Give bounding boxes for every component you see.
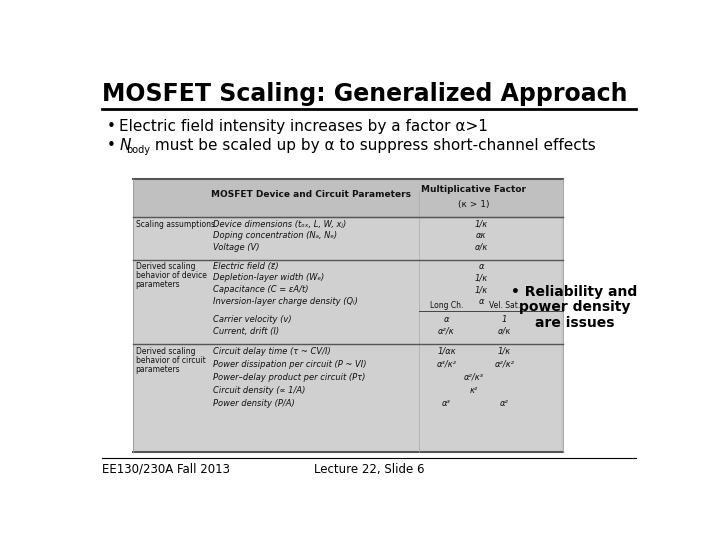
Text: Voltage (V): Voltage (V): [213, 242, 260, 252]
Text: α: α: [479, 296, 484, 306]
Text: 1: 1: [502, 315, 508, 324]
Text: α/κ: α/κ: [474, 242, 488, 252]
Text: parameters: parameters: [136, 365, 180, 374]
Text: 1/κ: 1/κ: [474, 285, 488, 294]
Text: MOSFET Device and Circuit Parameters: MOSFET Device and Circuit Parameters: [211, 190, 411, 199]
Text: Device dimensions (tₒₓ, L, W, xⱼ): Device dimensions (tₒₓ, L, W, xⱼ): [213, 220, 346, 228]
Text: body: body: [127, 145, 150, 156]
Text: •: •: [107, 138, 116, 153]
Text: behavior of device: behavior of device: [136, 271, 207, 280]
Text: α: α: [479, 262, 484, 271]
Text: Long Ch.: Long Ch.: [430, 301, 463, 310]
Text: α²/κ: α²/κ: [438, 327, 455, 335]
Text: α²/κ³: α²/κ³: [464, 373, 484, 382]
Text: Circuit density (∝ 1/A): Circuit density (∝ 1/A): [213, 386, 305, 395]
Text: α/κ: α/κ: [498, 327, 511, 335]
Text: 1/κ: 1/κ: [498, 347, 511, 356]
Text: Carrier velocity (v): Carrier velocity (v): [213, 315, 292, 324]
Text: parameters: parameters: [136, 280, 180, 289]
Bar: [132, 179, 563, 217]
Text: MOSFET Scaling: Generalized Approach: MOSFET Scaling: Generalized Approach: [102, 82, 627, 106]
Text: Depletion-layer width (Wₑ): Depletion-layer width (Wₑ): [213, 273, 325, 282]
Text: Doping concentration (Nₐ, Nₑ): Doping concentration (Nₐ, Nₑ): [213, 231, 338, 240]
Text: Capacitance (C = εA/t): Capacitance (C = εA/t): [213, 285, 309, 294]
Text: ακ: ακ: [476, 231, 487, 240]
Bar: [134, 180, 561, 450]
Text: α²/κ²: α²/κ²: [495, 360, 515, 369]
Text: 1/κ: 1/κ: [474, 273, 488, 282]
Text: Scaling assumptions: Scaling assumptions: [136, 220, 215, 228]
Text: behavior of circuit: behavior of circuit: [136, 356, 205, 365]
Text: Inversion-layer charge density (Qᵢ): Inversion-layer charge density (Qᵢ): [213, 296, 358, 306]
Text: are issues: are issues: [535, 316, 614, 330]
Text: κ²: κ²: [469, 386, 478, 395]
Text: Derived scaling: Derived scaling: [136, 262, 195, 271]
Text: Lecture 22, Slide 6: Lecture 22, Slide 6: [314, 463, 424, 476]
Text: N: N: [120, 138, 131, 153]
Text: Power density (P/A): Power density (P/A): [213, 399, 295, 408]
Text: •: •: [107, 119, 116, 134]
Text: Multiplicative Factor: Multiplicative Factor: [421, 185, 526, 194]
Text: 1/κ: 1/κ: [474, 220, 488, 228]
Text: α: α: [444, 315, 449, 324]
Text: Electric field (ε⃗): Electric field (ε⃗): [213, 262, 279, 271]
Text: Derived scaling: Derived scaling: [136, 347, 195, 356]
Text: power density: power density: [518, 300, 630, 314]
Text: α²: α²: [500, 399, 509, 408]
Text: α³/κ²: α³/κ²: [436, 360, 456, 369]
Text: α³: α³: [442, 399, 451, 408]
Bar: [132, 179, 563, 452]
Text: Current, drift (I): Current, drift (I): [213, 327, 279, 335]
Text: must be scaled up by α to suppress short-channel effects: must be scaled up by α to suppress short…: [150, 138, 596, 153]
Text: Electric field intensity increases by a factor α>1: Electric field intensity increases by a …: [120, 119, 488, 134]
Text: Vel. Sat.: Vel. Sat.: [489, 301, 521, 310]
Text: Circuit delay time (τ ~ CV/I): Circuit delay time (τ ~ CV/I): [213, 347, 331, 356]
Text: Power–delay product per circuit (Pτ): Power–delay product per circuit (Pτ): [213, 373, 366, 382]
Text: Power dissipation per circuit (P ~ VI): Power dissipation per circuit (P ~ VI): [213, 360, 366, 369]
Text: (κ > 1): (κ > 1): [458, 200, 490, 208]
Text: • Reliability and: • Reliability and: [511, 285, 637, 299]
Text: EE130/230A Fall 2013: EE130/230A Fall 2013: [102, 463, 230, 476]
Text: 1/ακ: 1/ακ: [437, 347, 456, 356]
